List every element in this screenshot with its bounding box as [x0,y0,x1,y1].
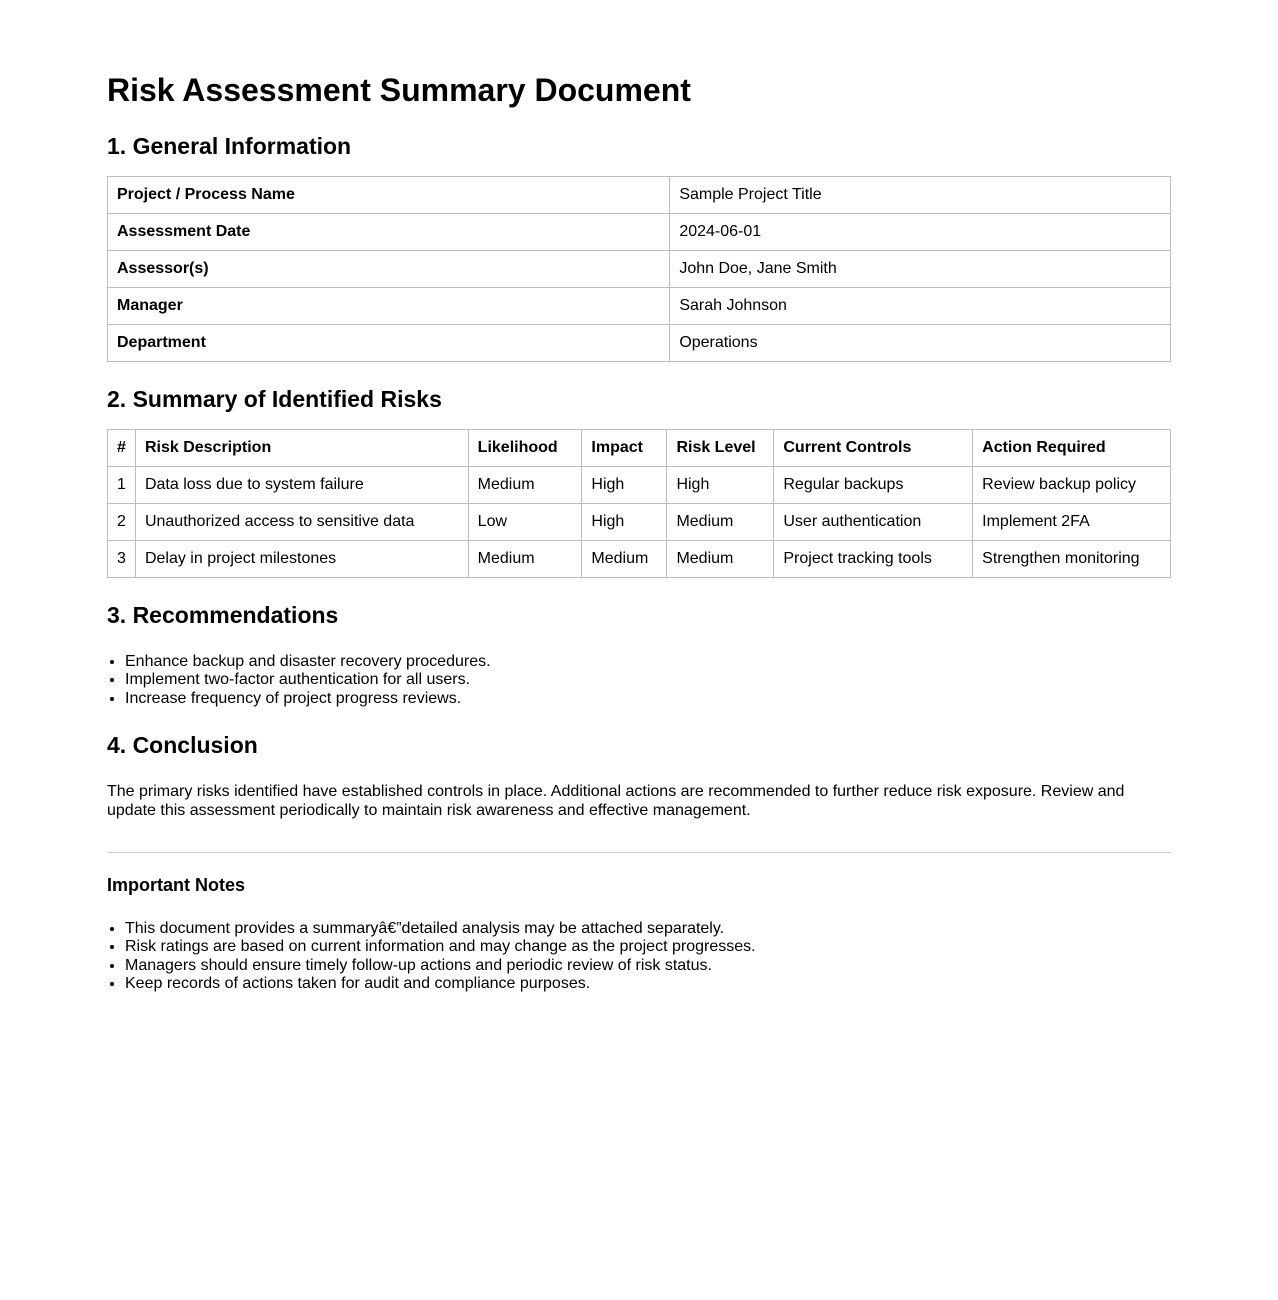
general-label: Assessment Date [106,213,671,251]
section-divider [107,851,1171,853]
section-general-heading: 1. General Information [107,133,352,159]
recommendation-item: Implement two-factor authentication for … [125,671,1171,689]
note-item: Keep records of actions taken for audit … [125,975,1171,993]
note-item: Managers should ensure timely follow-up … [125,957,1171,975]
general-value: 2024-06-01 [669,213,1171,251]
risks-col-likelihood: Likelihood [467,429,583,467]
risks-col-action-required: Action Required [972,429,1171,467]
risks-col-description: Risk Description [134,429,469,467]
general-info-table: Project / Process Name Sample Project Ti… [106,176,1171,362]
risk-impact: High [581,503,668,541]
risk-level: High [666,466,775,504]
risk-description: Unauthorized access to sensitive data [134,503,469,541]
recommendations-list: Enhance backup and disaster recovery pro… [107,653,1171,708]
risks-header-row: # Risk Description Likelihood Impact Ris… [107,429,1171,467]
risk-current-controls: User authentication [773,503,974,541]
risk-impact: Medium [581,540,668,578]
general-row-date: Assessment Date 2024-06-01 [106,213,1171,251]
risks-col-impact: Impact [581,429,668,467]
risk-likelihood: Medium [467,466,583,504]
general-row-department: Department Operations [106,324,1171,362]
risks-table: # Risk Description Likelihood Impact Ris… [107,429,1171,578]
risk-level: Medium [666,540,775,578]
risk-description: Delay in project milestones [134,540,469,578]
risk-action-required: Review backup policy [972,466,1171,504]
risks-col-risk-level: Risk Level [666,429,775,467]
general-label: Project / Process Name [106,176,671,214]
risk-impact: High [581,466,668,504]
section-risks-heading: 2. Summary of Identified Risks [107,386,442,412]
risk-likelihood: Medium [467,540,583,578]
section-conclusion-heading: 4. Conclusion [107,732,258,759]
important-notes-heading: Important Notes [107,874,246,895]
section-recommendations-heading: 3. Recommendations [107,602,339,628]
general-label: Department [106,324,671,362]
general-row-manager: Manager Sarah Johnson [106,287,1171,325]
risks-col-number: # [107,429,136,467]
important-notes-list: This document provides a summaryâ€”detai… [107,920,1171,994]
risk-likelihood: Low [467,503,583,541]
document-title: Risk Assessment Summary Document [107,72,691,108]
risk-row-3: 3 Delay in project milestones Medium Med… [107,540,1171,578]
risk-action-required: Implement 2FA [972,503,1171,541]
general-row-assessors: Assessor(s) John Doe, Jane Smith [106,250,1171,288]
note-item: This document provides a summaryâ€”detai… [125,920,1171,938]
recommendation-item: Enhance backup and disaster recovery pro… [125,653,1171,671]
conclusion-paragraph: The primary risks identified have establ… [107,783,1125,819]
general-value: John Doe, Jane Smith [669,250,1171,288]
risk-row-2: 2 Unauthorized access to sensitive data … [107,503,1171,541]
note-item: Risk ratings are based on current inform… [125,938,1171,956]
risk-current-controls: Project tracking tools [773,540,974,578]
general-label: Assessor(s) [106,250,671,288]
risk-level: Medium [666,503,775,541]
general-label: Manager [106,287,671,325]
general-value: Sample Project Title [669,176,1171,214]
risk-action-required: Strengthen monitoring [972,540,1171,578]
risk-number: 2 [107,503,136,541]
risk-number: 3 [107,540,136,578]
risk-number: 1 [107,466,136,504]
recommendation-item: Increase frequency of project progress r… [125,690,1171,708]
risks-col-current-controls: Current Controls [773,429,974,467]
risk-row-1: 1 Data loss due to system failure Medium… [107,466,1171,504]
risk-description: Data loss due to system failure [134,466,469,504]
risk-current-controls: Regular backups [773,466,974,504]
general-row-project: Project / Process Name Sample Project Ti… [106,176,1171,214]
general-value: Operations [669,324,1171,362]
general-value: Sarah Johnson [669,287,1171,325]
